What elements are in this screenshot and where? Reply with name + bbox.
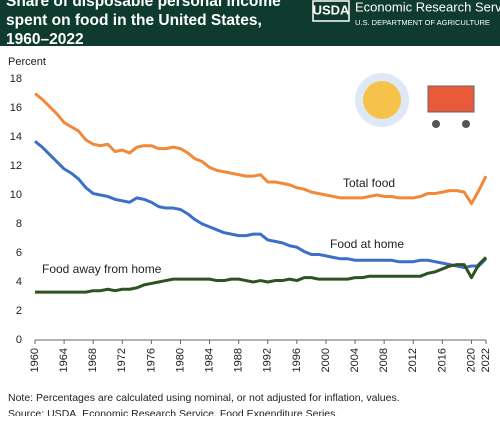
y-tick-label: 12 [10,160,22,172]
x-tick-label: 1984 [203,348,215,372]
chart-title: Share of disposable personal income spen… [6,0,281,46]
y-tick-label: 6 [16,247,22,259]
y-tick-label: 4 [16,276,22,288]
series-line [34,92,488,206]
cart-wheel [432,120,440,128]
series-label: Total food [343,176,395,190]
x-tick-label: 2016 [436,348,448,372]
food-icon [363,81,401,119]
header-band [0,0,500,46]
source: Source: USDA, Economic Research Service,… [8,408,338,416]
x-tick-label: 2008 [378,348,390,372]
x-tick-label: 2022 [480,348,492,372]
logo: USDA [313,2,350,17]
x-tick-label: 1960 [29,348,41,372]
y-tick-label: 14 [10,131,22,143]
cart-icon [427,85,475,113]
logo-box [312,0,350,22]
y-tick-label: 8 [16,218,22,230]
x-tick-label: 1968 [87,348,99,372]
y-tick-label: 16 [10,102,22,114]
series-line [34,140,488,269]
series-label: Food away from home [42,262,162,276]
y-tick-label: 18 [10,73,22,85]
cart-wheel [462,120,470,128]
series-line [35,256,488,294]
x-tick-label: 2020 [465,348,477,372]
x-tick-label: 2000 [320,348,332,372]
y-axis-label: Percent [8,56,46,68]
title-box: Share of disposable personal income spen… [6,0,281,46]
y-tick-label: 0 [16,334,22,346]
x-tick-label: 1988 [233,348,245,372]
x-tick-label: 1992 [262,348,274,372]
series-label: Food at home [330,237,404,251]
note: Note: Percentages are calculated using n… [8,392,400,404]
x-tick-label: 1976 [145,348,157,372]
x-tick-label: 1996 [291,348,303,372]
y-tick-label: 10 [10,189,22,201]
x-tick-label: 1964 [58,348,70,372]
y-tick-label: 2 [16,305,22,317]
x-tick-label: 1980 [174,348,186,372]
x-tick-label: 1972 [116,348,128,372]
agency: Economic Research Service [355,0,500,14]
department: U.S. DEPARTMENT OF AGRICULTURE [355,18,490,27]
x-tick-label: 2004 [349,348,361,372]
x-tick-label: 2012 [407,348,419,372]
